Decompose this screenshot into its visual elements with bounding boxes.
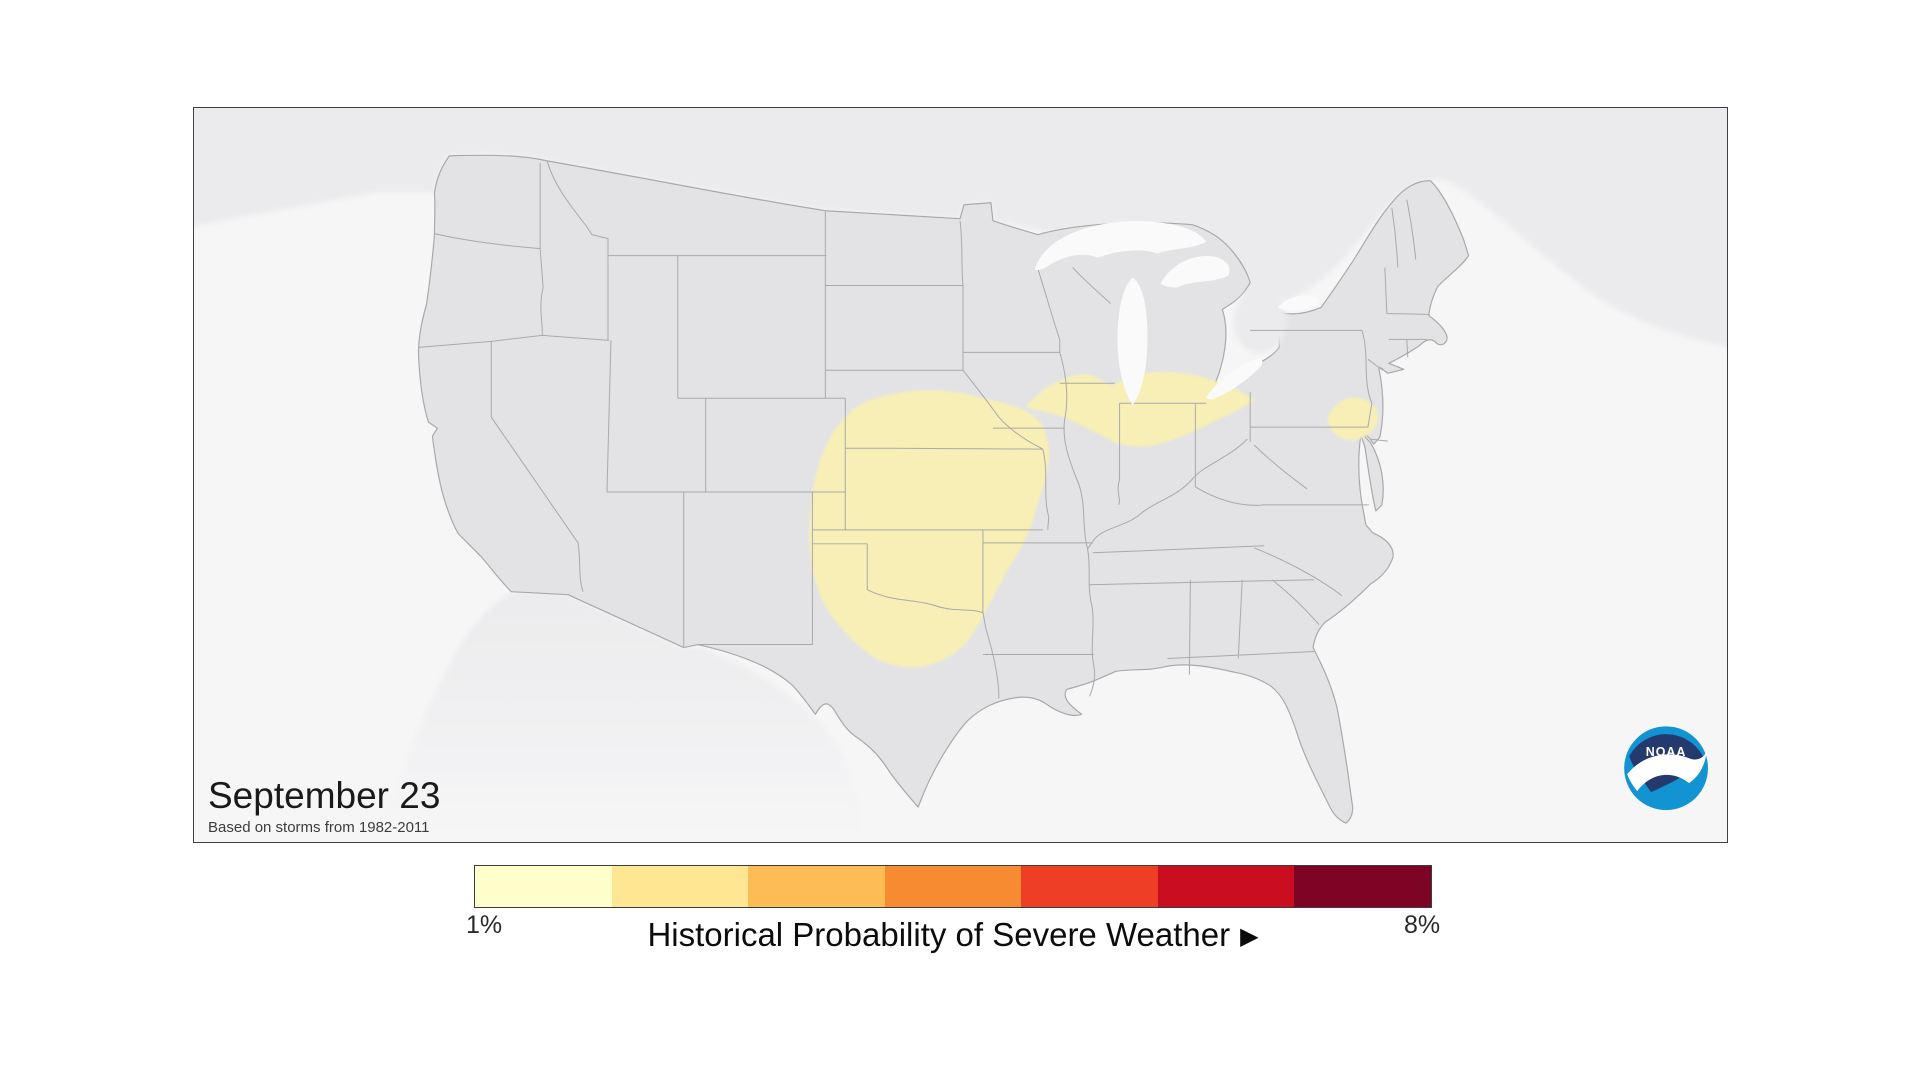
great-lakes <box>1034 221 1319 406</box>
lake-superior <box>1034 221 1207 270</box>
legend-title: Historical Probability of Severe Weather… <box>474 916 1432 954</box>
risk-region-central-plains <box>809 390 1050 668</box>
lake-michigan <box>1117 277 1148 406</box>
us-probability-map: NOAA <box>194 108 1727 842</box>
lake-huron <box>1160 256 1230 288</box>
legend-color-segment <box>884 866 1022 907</box>
noaa-logo-gull-icon <box>1627 750 1707 792</box>
source-note: Based on storms from 1982-2011 <box>208 818 430 836</box>
legend-max-label: 8% <box>1404 911 1441 939</box>
legend-color-segment <box>748 866 885 907</box>
lake-ontario <box>1278 295 1319 311</box>
legend-color-segment <box>1294 866 1432 907</box>
legend-color-segment <box>1021 866 1158 907</box>
ontario-peninsula-ghost <box>1233 289 1288 354</box>
legend-min-label: 1% <box>466 911 503 939</box>
canada-landmass <box>194 108 1727 346</box>
legend-color-segment <box>1157 866 1295 907</box>
noaa-logo: NOAA <box>1624 726 1708 811</box>
mexico-landmass <box>375 591 863 842</box>
date-block: September 23 Based on storms from 1982-2… <box>208 775 441 836</box>
state-borders <box>418 160 1430 699</box>
legend-color-bar <box>474 865 1432 908</box>
risk-region-midwest <box>1025 372 1256 447</box>
legend-color-segment <box>611 866 749 907</box>
legend-title-text: Historical Probability of Severe Weather <box>647 916 1231 953</box>
legend-color-segment <box>475 866 612 907</box>
play-arrow-icon: ▶ <box>1240 923 1259 950</box>
risk-region-mid-atlantic <box>1327 397 1379 441</box>
lake-erie <box>1206 358 1263 400</box>
date-label: September 23 <box>208 775 441 816</box>
noaa-logo-text: NOAA <box>1646 745 1687 759</box>
severe-weather-map-panel: NOAA September 23 Based on storms from 1… <box>193 107 1728 843</box>
